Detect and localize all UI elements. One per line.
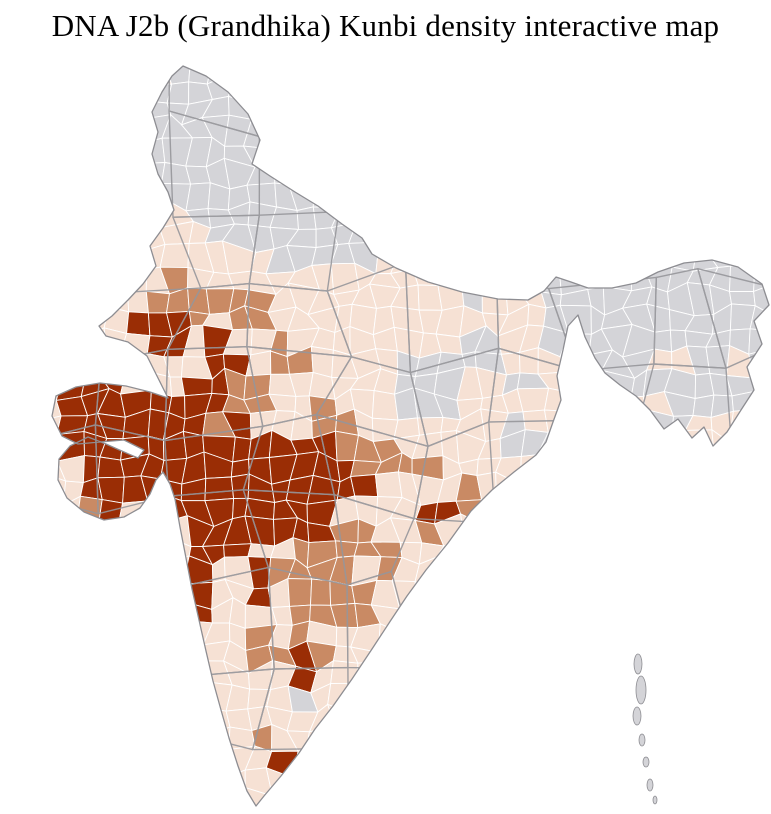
district[interactable]	[141, 83, 173, 104]
district[interactable]	[296, 206, 317, 230]
state-border	[697, 268, 769, 369]
district[interactable]	[645, 243, 677, 271]
island[interactable]	[646, 778, 654, 792]
district[interactable]	[495, 471, 530, 503]
district[interactable]	[180, 376, 213, 397]
district[interactable]	[437, 266, 464, 288]
district[interactable]	[414, 580, 439, 606]
district[interactable]	[312, 177, 341, 209]
district[interactable]	[559, 354, 593, 373]
island[interactable]	[633, 653, 643, 675]
district[interactable]	[224, 769, 246, 798]
district[interactable]	[481, 285, 509, 316]
island[interactable]	[638, 733, 646, 747]
district[interactable]	[748, 328, 771, 355]
district[interactable]	[350, 474, 379, 498]
district[interactable]	[127, 290, 149, 314]
district[interactable]	[120, 369, 153, 395]
district[interactable]	[519, 454, 548, 486]
district[interactable]	[377, 623, 398, 654]
district[interactable]	[374, 471, 403, 498]
district[interactable]	[310, 578, 332, 606]
district[interactable]	[389, 240, 424, 275]
district[interactable]	[330, 262, 360, 295]
map-title: DNA J2b (Grandhika) Kunbi density intera…	[51, 8, 720, 43]
district[interactable]	[327, 682, 358, 716]
island[interactable]	[632, 706, 642, 726]
district[interactable]	[127, 268, 147, 293]
district[interactable]	[145, 56, 173, 86]
district[interactable]	[159, 555, 190, 585]
district[interactable]	[206, 64, 235, 85]
district[interactable]	[185, 182, 211, 212]
district[interactable]	[145, 290, 171, 314]
district[interactable]	[516, 387, 550, 413]
district[interactable]	[753, 263, 771, 293]
district[interactable]	[654, 329, 673, 353]
island[interactable]	[652, 795, 658, 805]
district[interactable]	[684, 429, 715, 452]
district[interactable]	[519, 347, 539, 375]
district[interactable]	[692, 394, 715, 418]
district[interactable]	[330, 660, 359, 684]
district[interactable]	[728, 409, 756, 443]
island[interactable]	[635, 675, 647, 705]
district[interactable]	[223, 543, 252, 558]
district[interactable]	[671, 243, 698, 272]
district[interactable]	[204, 476, 235, 502]
district[interactable]	[287, 578, 313, 607]
district[interactable]	[330, 205, 359, 229]
district[interactable]	[460, 513, 481, 541]
island[interactable]	[642, 756, 650, 768]
district[interactable]	[78, 327, 108, 359]
district[interactable]	[371, 390, 399, 421]
district[interactable]	[728, 291, 756, 307]
district[interactable]	[126, 311, 151, 337]
district[interactable]	[42, 415, 62, 436]
district[interactable]	[120, 332, 151, 355]
district[interactable]	[139, 162, 166, 187]
district[interactable]	[585, 271, 612, 290]
district[interactable]	[730, 241, 756, 267]
country-border	[51, 65, 770, 807]
district[interactable]	[97, 282, 130, 313]
district[interactable]	[160, 56, 191, 85]
district[interactable]	[527, 303, 547, 327]
district[interactable]	[265, 767, 294, 799]
